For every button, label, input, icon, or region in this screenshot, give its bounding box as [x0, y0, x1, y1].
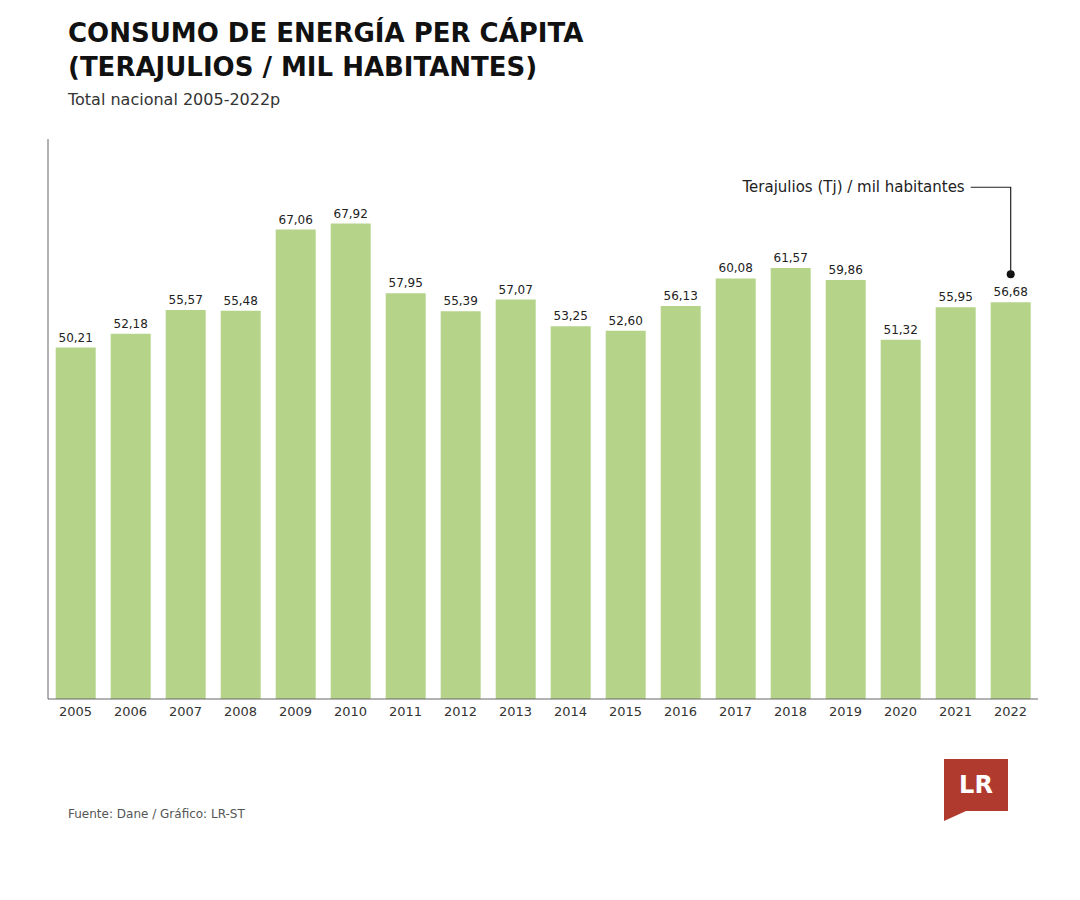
svg-text:2018: 2018 — [774, 704, 807, 719]
svg-text:55,95: 55,95 — [939, 290, 973, 304]
svg-text:2014: 2014 — [554, 704, 587, 719]
svg-text:2017: 2017 — [719, 704, 752, 719]
svg-text:2006: 2006 — [114, 704, 147, 719]
svg-text:57,07: 57,07 — [499, 283, 533, 297]
svg-text:53,25: 53,25 — [554, 309, 588, 323]
svg-text:52,18: 52,18 — [114, 317, 148, 331]
svg-text:55,39: 55,39 — [444, 294, 478, 308]
html-text:(TERAJULIOS / MIL HABITANTES): (TERAJULIOS / MIL HABITANTES) — [68, 52, 538, 82]
svg-text:60,08: 60,08 — [719, 261, 753, 275]
svg-text:50,21: 50,21 — [59, 331, 93, 345]
html-text:Total nacional 2005-2022p: Total nacional 2005-2022p — [68, 90, 281, 109]
svg-text:2020: 2020 — [884, 704, 917, 719]
svg-text:55,57: 55,57 — [169, 293, 203, 307]
svg-text:2009: 2009 — [279, 704, 312, 719]
svg-text:2012: 2012 — [444, 704, 477, 719]
html-text:LR: LR — [959, 771, 993, 799]
svg-text:2019: 2019 — [829, 704, 862, 719]
svg-text:2008: 2008 — [224, 704, 257, 719]
svg-text:55,48: 55,48 — [224, 294, 258, 308]
svg-text:2022: 2022 — [994, 704, 1027, 719]
svg-text:2011: 2011 — [389, 704, 422, 719]
svg-text:51,32: 51,32 — [884, 323, 918, 337]
svg-text:2007: 2007 — [169, 704, 202, 719]
svg-text:61,57: 61,57 — [774, 251, 808, 265]
svg-text:2013: 2013 — [499, 704, 532, 719]
svg-text:67,92: 67,92 — [334, 207, 368, 221]
svg-text:67,06: 67,06 — [279, 213, 313, 227]
svg-text:56,13: 56,13 — [664, 289, 698, 303]
svg-text:56,68: 56,68 — [994, 285, 1028, 299]
svg-text:57,95: 57,95 — [389, 276, 423, 290]
svg-text:59,86: 59,86 — [829, 263, 863, 277]
svg-text:2015: 2015 — [609, 704, 642, 719]
svg-text:Terajulios (Tj) / mil habitant: Terajulios (Tj) / mil habitantes — [741, 178, 964, 196]
html-text:CONSUMO DE ENERGÍA PER CÁPITA: CONSUMO DE ENERGÍA PER CÁPITA — [68, 18, 584, 48]
svg-text:52,60: 52,60 — [609, 314, 643, 328]
svg-text:2005: 2005 — [59, 704, 92, 719]
svg-text:2016: 2016 — [664, 704, 697, 719]
svg-text:2010: 2010 — [334, 704, 367, 719]
svg-text:2021: 2021 — [939, 704, 972, 719]
html-text:Fuente: Dane / Gráfico: LR-ST: Fuente: Dane / Gráfico: LR-ST — [68, 807, 245, 821]
